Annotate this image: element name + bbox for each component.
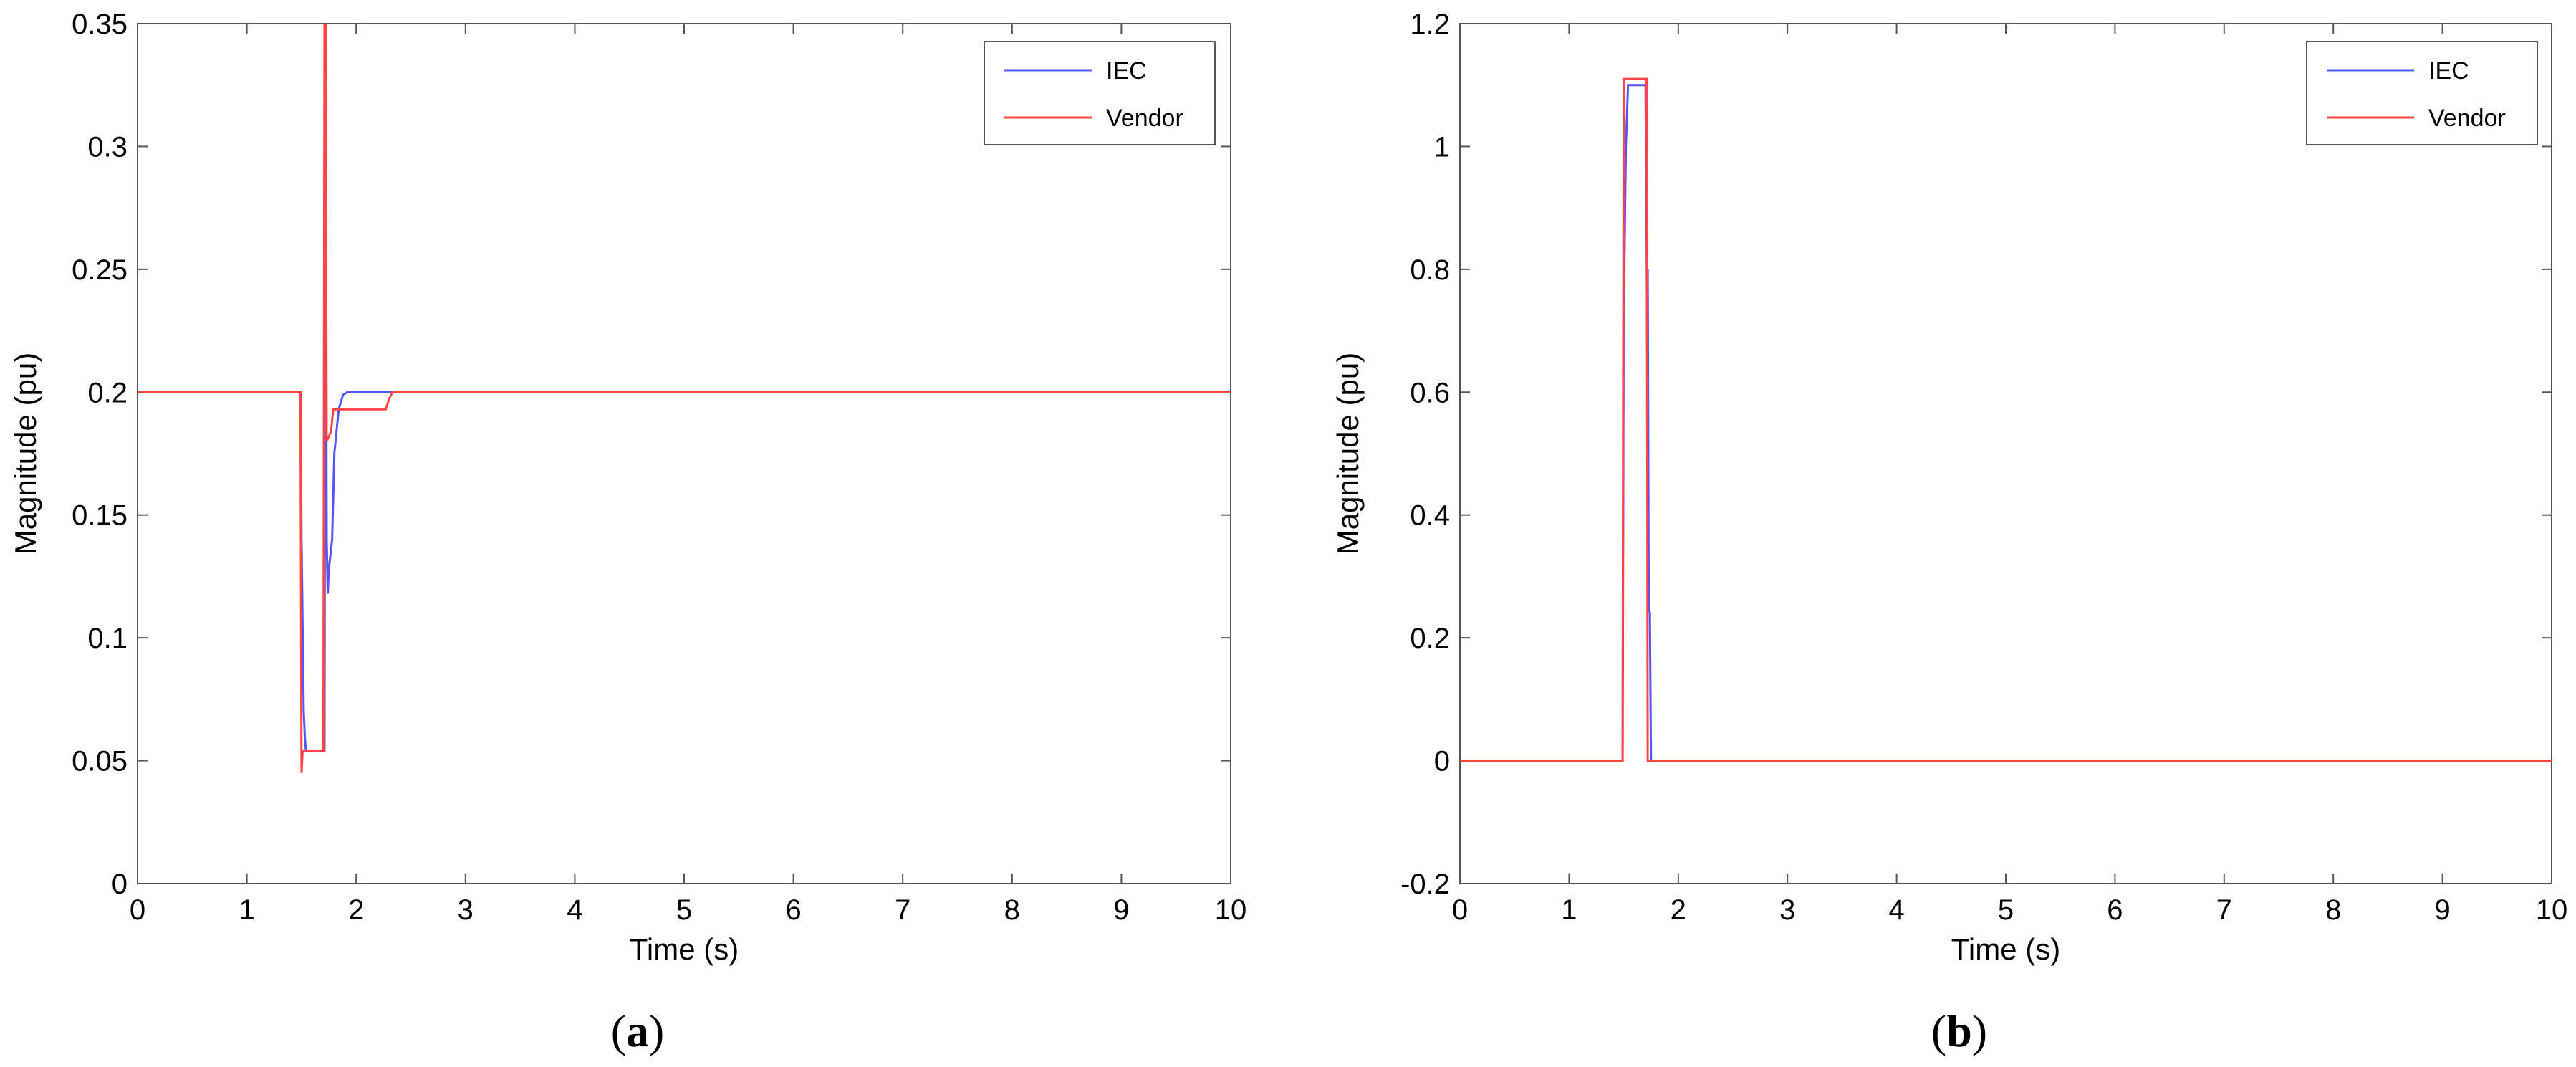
chart-a-x-tick-label: 8: [1004, 894, 1020, 926]
chart-b-caption-open: (: [1931, 1005, 1946, 1056]
chart-b-x-tick-label: 2: [1671, 894, 1686, 926]
chart-b-legend-box: [2306, 41, 2538, 145]
chart-b-caption-letter: b: [1946, 1005, 1972, 1056]
chart-b-legend-label-vendor: Vendor: [2428, 105, 2506, 132]
chart-a-legend-label-iec: IEC: [1106, 57, 1147, 85]
chart-b-y-tick-label: 1.2: [1410, 9, 1450, 40]
chart-b-x-tick-label: 5: [1998, 894, 2014, 926]
chart-a-y-tick-label: 0.1: [87, 623, 128, 654]
chart-b-caption-close: ): [1972, 1005, 1987, 1056]
chart-a-caption-close: ): [649, 1005, 664, 1056]
chart-b-y-tick-label: 0.8: [1410, 254, 1450, 286]
chart-a-plot-area: [137, 23, 1231, 884]
panel-a: 0 1 2 3 4 5 6 7 8 9 10 0 0.05 0.1 0.15 0.2 0.25 0.3 0.35 Ti…: [9, 9, 1246, 1056]
chart-a-legend-label-vendor: Vendor: [1106, 105, 1183, 132]
chart-b-x-tick-label: 1: [1561, 894, 1577, 926]
chart-a-x-tick-label: 6: [785, 894, 801, 926]
chart-a-y-tick-label: 0.2: [87, 377, 128, 408]
chart-a-y-tick-label: 0.35: [72, 9, 128, 40]
chart-a-x-tick-label: 5: [676, 894, 692, 926]
chart-b-caption: (b): [1931, 1005, 1987, 1056]
chart-a-series-vendor-line: [138, 24, 1231, 773]
chart-b-x-tick-label: 9: [2434, 894, 2450, 926]
chart-a-y-tick-label: 0.3: [87, 131, 128, 163]
chart-b-y-tick-label: 0.6: [1410, 377, 1450, 408]
chart-a-x-tick-label: 0: [130, 894, 145, 926]
chart-b-x-tick-label: 3: [1779, 894, 1795, 926]
chart-b-y-tick-label: 0.4: [1410, 500, 1450, 532]
chart-b-x-tick-label: 4: [1888, 894, 1904, 926]
chart-a-x-tick-label: 7: [895, 894, 910, 926]
chart-a-x-tick-label: 9: [1113, 894, 1129, 926]
chart-a-x-tick-label: 10: [1215, 894, 1247, 926]
chart-b-x-tick-label: 6: [2107, 894, 2123, 926]
chart-b-series-group: [1460, 77, 2552, 762]
chart-a-legend-box: [984, 41, 1216, 145]
chart-a-x-tick-label: 2: [348, 894, 364, 926]
chart-b-x-tick-label: 0: [1452, 894, 1468, 926]
chart-a-y-axis-label: Magnitude (pu): [9, 353, 42, 555]
chart-b-y-tick-label: -0.2: [1400, 869, 1450, 900]
chart-a-y-tick-label: 0.05: [72, 746, 128, 777]
chart-a-caption-letter: a: [626, 1005, 649, 1056]
chart-a-caption: (a): [611, 1005, 665, 1056]
chart-b-y-tick-label: 0.2: [1410, 623, 1450, 654]
chart-a-x-tick-label: 3: [458, 894, 474, 926]
chart-b-legend-label-iec: IEC: [2428, 57, 2469, 85]
chart-b-x-tick-label: 7: [2216, 894, 2232, 926]
chart-b-y-tick-label: 0: [1434, 746, 1450, 777]
chart-b-y-tick-label: 1: [1434, 131, 1450, 163]
chart-b-x-tick-label: 8: [2325, 894, 2341, 926]
chart-b-x-axis-label: Time (s): [1951, 932, 2060, 966]
chart-a-y-tick-label: 0: [112, 869, 128, 900]
chart-b-x-tick-label: 10: [2536, 894, 2568, 926]
chart-a-x-tick-label: 1: [239, 894, 254, 926]
chart-a-series-group: [138, 24, 1231, 773]
chart-b-plot-area: [1459, 23, 2552, 884]
chart-b-series-vendor-line: [1460, 77, 2552, 762]
chart-a-y-tick-label: 0.15: [72, 500, 128, 532]
chart-b-y-axis-label: Magnitude (pu): [1331, 353, 1365, 555]
chart-a-y-tick-label: 0.25: [72, 254, 128, 286]
chart-a-x-axis-label: Time (s): [630, 932, 739, 966]
chart-a-x-tick-label: 4: [567, 894, 582, 926]
chart-a-caption-open: (: [611, 1005, 626, 1056]
